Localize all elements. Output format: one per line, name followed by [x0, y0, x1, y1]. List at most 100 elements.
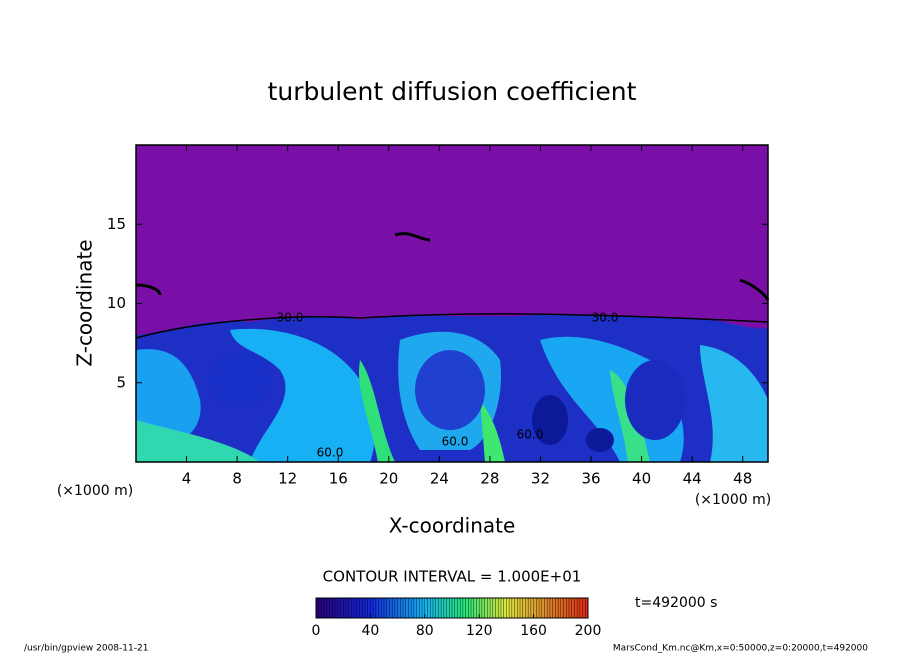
footer-right: MarsCond_Km.nc@Km,x=0:50000,z=0:20000,t=… — [613, 644, 868, 654]
colorbar-cell — [408, 598, 412, 618]
colorbar-cell — [373, 598, 377, 618]
x-tick-label: 36 — [581, 470, 600, 488]
colorbar-cell — [541, 598, 545, 618]
colorbar-cell — [577, 598, 581, 618]
x-tick-label: 44 — [683, 470, 702, 488]
colorbar-cell — [547, 598, 551, 618]
y-tick-label: 10 — [107, 294, 126, 312]
colorbar-tick-label: 0 — [312, 623, 321, 639]
colorbar-cell — [419, 598, 423, 618]
colorbar-cell — [579, 598, 584, 618]
colorbar-cell — [473, 598, 477, 618]
y-unit: (×1000 m) — [57, 483, 133, 499]
colorbar-cell — [345, 598, 350, 618]
colorbar-cell — [568, 598, 573, 618]
colorbar-cell — [520, 598, 524, 618]
colorbar-tick-label: 40 — [361, 623, 379, 639]
colorbar-cell — [462, 598, 467, 618]
contour-label: 30.0 — [277, 311, 304, 325]
colorbar-cell — [340, 598, 344, 618]
colorbar-cell — [405, 598, 409, 618]
colorbar-cell — [533, 598, 537, 618]
colorbar-cell — [517, 598, 521, 618]
footer-left: /usr/bin/gpview 2008-11-21 — [24, 644, 148, 654]
colorbar-cell — [528, 598, 532, 618]
colorbar-cell — [484, 598, 488, 618]
colorbar-cell — [544, 598, 548, 618]
colorbar-cell — [422, 598, 426, 618]
colorbar-cell — [318, 598, 322, 618]
colorbar-cell — [416, 598, 420, 618]
colorbar-cell — [326, 598, 331, 618]
colorbar-cell — [329, 598, 333, 618]
colorbar-cell — [492, 598, 497, 618]
x-tick-label: 40 — [632, 470, 651, 488]
colorbar-cell — [430, 598, 434, 618]
colorbar-cell — [503, 598, 507, 618]
colorbar-tick-label: 120 — [466, 623, 493, 639]
contour-label: 60.0 — [317, 446, 344, 460]
colorbar-cell — [460, 598, 464, 618]
colorbar-cell — [413, 598, 418, 618]
colorbar-tick-label: 200 — [575, 623, 602, 639]
colorbar-cell — [400, 598, 404, 618]
colorbar-cell — [457, 598, 461, 618]
colorbar-cell — [530, 598, 535, 618]
colorbar-cell — [468, 598, 472, 618]
colorbar-cell — [558, 598, 562, 618]
contour-field — [135, 145, 770, 462]
colorbar-cell — [351, 598, 355, 618]
colorbar-cell — [585, 598, 589, 618]
colorbar-cell — [495, 598, 499, 618]
colorbar-cell — [362, 598, 366, 618]
x-tick-label: 28 — [480, 470, 499, 488]
contour-interval: CONTOUR INTERVAL = 1.000E+01 — [323, 568, 582, 586]
x-tick-label: 20 — [379, 470, 398, 488]
x-unit: (×1000 m) — [695, 492, 771, 508]
colorbar-cell — [356, 598, 361, 618]
colorbar-cell — [471, 598, 475, 618]
colorbar-cell — [389, 598, 393, 618]
colorbar-cell — [479, 598, 483, 618]
colorbar-cell — [536, 598, 540, 618]
colorbar-cell — [509, 598, 513, 618]
colorbar-cell — [335, 598, 339, 618]
colorbar-cell — [498, 598, 502, 618]
x-tick-label: 8 — [232, 470, 242, 488]
colorbar-cell — [354, 598, 358, 618]
chart-title: turbulent diffusion coefficient — [268, 77, 637, 106]
x-tick-label: 16 — [329, 470, 348, 488]
colorbar-cell — [394, 598, 399, 618]
x-tick-label: 12 — [278, 470, 297, 488]
colorbar-cell — [563, 598, 567, 618]
colorbar-cell — [481, 598, 486, 618]
colorbar-cell — [427, 598, 431, 618]
colorbar-cell — [397, 598, 401, 618]
colorbar-tick-label: 80 — [416, 623, 434, 639]
colorbar-cell — [367, 598, 371, 618]
colorbar-cell — [364, 598, 369, 618]
y-axis-label: Z-coordinate — [73, 239, 97, 366]
contour-label: 30.0 — [592, 311, 619, 325]
y-tick-label: 15 — [107, 215, 126, 233]
colorbar-tick-label: 160 — [520, 623, 547, 639]
colorbar-cell — [490, 598, 494, 618]
colorbar-cell — [514, 598, 518, 618]
colorbar-cell — [511, 598, 516, 618]
colorbar-cell — [424, 598, 429, 618]
colorbar-cell — [384, 598, 388, 618]
colorbar-cell — [582, 598, 586, 618]
colorbar-cell — [487, 598, 491, 618]
colorbar-cell — [392, 598, 396, 618]
colorbar-cell — [443, 598, 448, 618]
colorbar-cell — [386, 598, 390, 618]
colorbar-cell — [332, 598, 336, 618]
colorbar-cell — [571, 598, 575, 618]
colorbar-cell — [441, 598, 445, 618]
contour-label: 60.0 — [442, 435, 469, 449]
colorbar-cell — [525, 598, 529, 618]
x-tick-label: 32 — [531, 470, 550, 488]
colorbar-cell — [337, 598, 341, 618]
colorbar-cell — [348, 598, 352, 618]
